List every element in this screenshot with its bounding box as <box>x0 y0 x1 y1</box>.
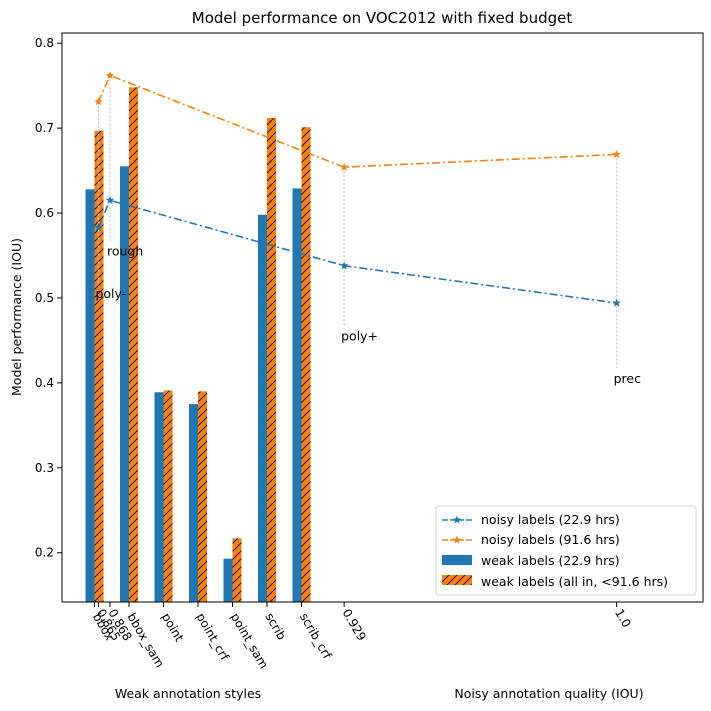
bar-point_crf-weak-22 <box>189 404 198 602</box>
y-tick-label: 0.8 <box>35 36 54 50</box>
point-annotation: prec <box>614 371 641 386</box>
bar-bbox-weak-all <box>94 130 104 602</box>
legend-label: noisy labels (22.9 hrs) <box>481 512 620 527</box>
chart-title: Model performance on VOC2012 with fixed … <box>192 9 573 27</box>
series-point <box>94 97 103 106</box>
legend-star-icon <box>452 535 462 544</box>
series-line-noisy-22 <box>97 199 617 304</box>
bar-point-weak-all <box>163 390 173 602</box>
legend-label: weak labels (all in, <91.6 hrs) <box>481 574 668 589</box>
point-annotation: rough <box>107 244 143 259</box>
series-point <box>94 222 103 232</box>
legend-entry-noisy-22: noisy labels (22.9 hrs) <box>442 512 620 527</box>
legend-label: weak labels (22.9 hrs) <box>481 553 620 568</box>
bar-scrib_crf-weak-all <box>301 127 311 603</box>
x-tick-label: point <box>159 611 187 645</box>
bar-panel-xlabel: Weak annotation styles <box>115 686 261 701</box>
series-point <box>612 149 621 159</box>
x-tick-label: scrib_crf <box>297 611 335 662</box>
series-point <box>105 70 115 80</box>
x-tick-label: 1.0 <box>612 607 634 631</box>
bar-point_crf-weak-all <box>198 391 207 602</box>
bar-scrib_crf-weak-22 <box>292 188 302 602</box>
series-point <box>339 162 349 171</box>
line-panel-xlabel: Noisy annotation quality (IOU) <box>454 686 643 701</box>
y-tick-label: 0.2 <box>35 546 54 560</box>
y-axis-label: Model performance (IOU) <box>9 238 24 396</box>
series-line-noisy-91 <box>97 74 617 168</box>
bar-bbox_sam-weak-all <box>129 87 138 603</box>
series-point <box>339 261 349 270</box>
bar-scrib-weak-all <box>267 117 276 602</box>
y-tick-label: 0.4 <box>35 376 54 390</box>
lines-layer: poly-rough poly+ prec <box>94 70 641 386</box>
x-tick-label: point_crf <box>193 611 232 664</box>
plot-frame <box>61 32 704 603</box>
series-point <box>612 298 621 307</box>
series-point <box>105 195 115 204</box>
x-tick-label: 0.929 <box>340 607 369 644</box>
bars-layer <box>85 87 311 603</box>
point-annotation: poly- <box>95 286 126 301</box>
point-annotation: poly+ <box>341 328 378 343</box>
y-tick-label: 0.7 <box>35 121 54 135</box>
legend-entry-weak-all: weak labels (all in, <91.6 hrs) <box>442 574 668 589</box>
y-tick-label: 0.5 <box>35 291 54 305</box>
y-tick-label: 0.3 <box>35 461 54 475</box>
bar-scrib-weak-22 <box>258 214 267 602</box>
bar-bbox_sam-weak-22 <box>120 166 129 603</box>
legend-entry-weak-22: weak labels (22.9 hrs) <box>442 553 620 568</box>
bar-point-weak-22 <box>154 392 164 602</box>
bar-point_sam-weak-22 <box>223 558 233 602</box>
legend-entry-noisy-91: noisy labels (91.6 hrs) <box>442 532 620 547</box>
bar-bbox-weak-22 <box>85 189 95 602</box>
legend-frame <box>435 505 697 596</box>
bar-point_sam-weak-all <box>232 538 242 602</box>
legend-label: noisy labels (91.6 hrs) <box>481 532 620 547</box>
legend-star-icon <box>452 515 462 524</box>
legend: noisy labels (22.9 hrs) noisy labels (91… <box>435 505 697 596</box>
x-tick-label: scrib <box>262 611 288 643</box>
y-tick-label: 0.6 <box>35 206 54 220</box>
